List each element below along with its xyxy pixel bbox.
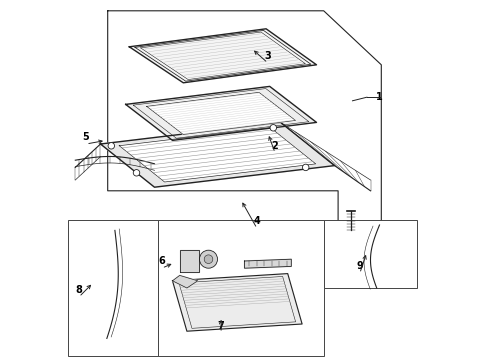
Polygon shape <box>244 259 291 268</box>
Polygon shape <box>125 86 316 140</box>
Bar <box>68 220 158 356</box>
Circle shape <box>199 250 217 268</box>
Polygon shape <box>172 275 197 288</box>
Circle shape <box>302 164 308 171</box>
Polygon shape <box>179 250 199 272</box>
Polygon shape <box>119 127 315 182</box>
Text: 3: 3 <box>264 51 271 61</box>
Circle shape <box>108 143 114 149</box>
Text: 6: 6 <box>158 256 165 266</box>
Bar <box>323 220 416 288</box>
Text: 7: 7 <box>217 321 224 331</box>
Bar <box>158 220 323 356</box>
Polygon shape <box>172 274 302 331</box>
Text: 5: 5 <box>82 132 89 142</box>
Text: 2: 2 <box>271 141 278 151</box>
Circle shape <box>204 255 212 264</box>
Polygon shape <box>146 92 295 134</box>
Text: 1: 1 <box>375 92 382 102</box>
Circle shape <box>133 170 140 176</box>
Text: 4: 4 <box>253 216 260 226</box>
Text: 8: 8 <box>75 285 82 295</box>
Text: 9: 9 <box>356 261 362 271</box>
Polygon shape <box>129 29 316 83</box>
Polygon shape <box>101 122 334 187</box>
Circle shape <box>269 125 276 131</box>
